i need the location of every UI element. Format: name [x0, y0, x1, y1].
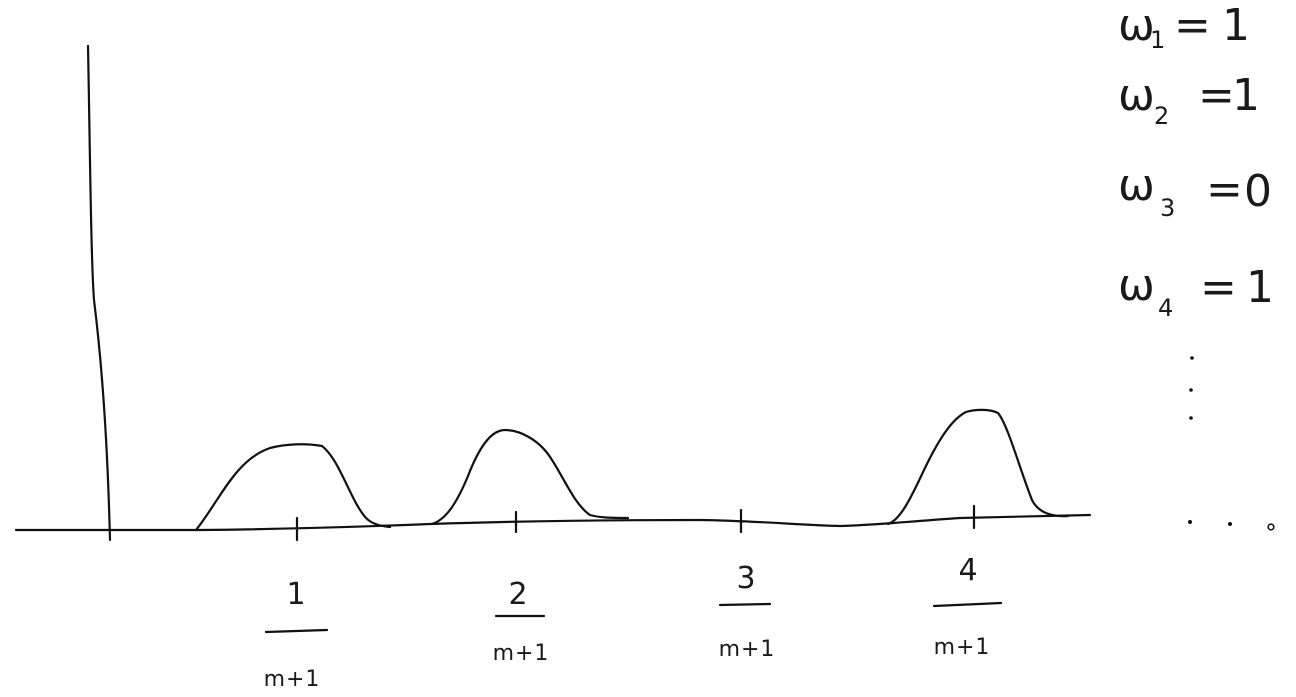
tick-label-1: 1 m+1	[264, 577, 329, 692]
tick-label-3-denominator: m+1	[719, 637, 776, 662]
ellipsis-dot	[1188, 520, 1192, 524]
tick-label-1-numerator: 1	[286, 577, 305, 612]
weight-1-index: 1	[1150, 26, 1165, 54]
weight-4-symbol: ω	[1118, 260, 1155, 311]
horizontal-ellipsis	[1188, 520, 1275, 531]
ellipsis-dot	[1189, 416, 1193, 420]
weight-4-value: 1	[1246, 262, 1274, 313]
tick-label-1-denominator: m+1	[264, 667, 321, 692]
fraction-bar-3	[718, 602, 772, 607]
fraction-bar-1	[264, 628, 329, 634]
weight-4-index: 4	[1158, 294, 1173, 322]
weight-2-value: 1	[1232, 70, 1260, 121]
tick-label-2: 2 m+1	[493, 577, 550, 666]
tick-label-4: 4 m+1	[932, 553, 1003, 660]
weight-4-equals: =	[1200, 262, 1237, 313]
weight-2: ω 2 = 1	[1118, 70, 1260, 130]
weight-3-value: 0	[1244, 166, 1272, 217]
bump-4	[886, 408, 1070, 526]
weight-3-equals: =	[1206, 164, 1243, 215]
x-axis	[14, 513, 1092, 532]
ellipsis-dot	[1228, 522, 1232, 526]
tick-label-4-denominator: m+1	[934, 635, 991, 660]
fraction-bar-4	[932, 601, 1003, 608]
tick-label-2-numerator: 2	[508, 577, 527, 612]
vertical-ellipsis	[1189, 356, 1194, 420]
tick-label-2-denominator: m+1	[493, 641, 550, 666]
ellipsis-dot	[1189, 388, 1193, 392]
weight-1-value: 1	[1222, 0, 1250, 51]
bump-2	[430, 428, 630, 526]
weight-2-index: 2	[1154, 102, 1169, 130]
ellipsis-dot	[1267, 523, 1275, 531]
weight-3-symbol: ω	[1118, 160, 1155, 211]
weight-3: ω 3 = 0	[1118, 160, 1272, 222]
tick-label-4-numerator: 4	[958, 553, 977, 588]
weight-2-symbol: ω	[1118, 70, 1155, 121]
weight-4: ω 4 = 1	[1118, 260, 1274, 322]
weight-1-symbol: ω	[1118, 0, 1155, 51]
weight-1-equals: =	[1174, 0, 1211, 51]
y-axis	[86, 44, 112, 542]
tick-label-3: 3 m+1	[718, 561, 776, 662]
bump-1	[194, 443, 392, 532]
weight-1: ω 1 = 1	[1118, 0, 1250, 54]
weight-3-index: 3	[1160, 194, 1175, 222]
tick-label-3-numerator: 3	[736, 561, 755, 596]
ellipsis-dot	[1190, 356, 1194, 360]
weight-2-equals: =	[1198, 70, 1235, 121]
